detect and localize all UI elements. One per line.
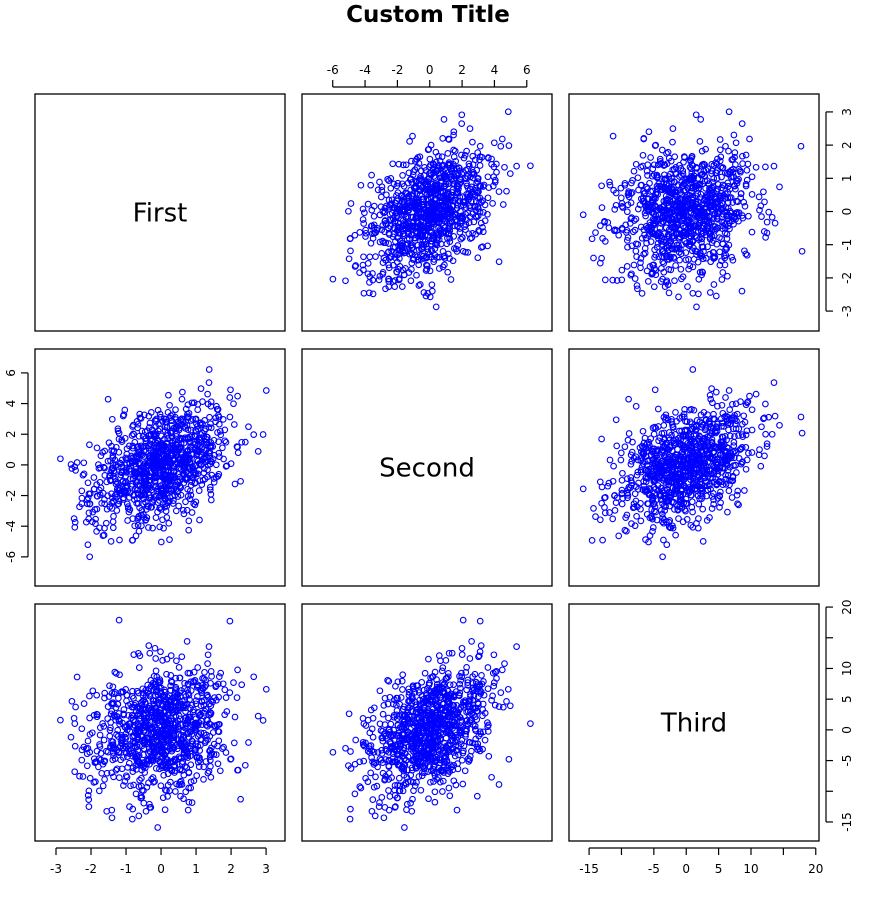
panel-second-vs-second: Second bbox=[301, 348, 553, 587]
panel-border bbox=[568, 93, 820, 332]
top-axis-second: -6 -4 -2 0 2 4 6 bbox=[327, 63, 531, 88]
panel-first-vs-third bbox=[568, 93, 820, 332]
scatter-points bbox=[579, 366, 806, 561]
panel-third-vs-first bbox=[34, 603, 286, 842]
panel-border bbox=[34, 348, 286, 587]
panel-border bbox=[301, 603, 553, 842]
variable-label-second: Second bbox=[379, 454, 475, 484]
panel-first-vs-first: First bbox=[34, 93, 286, 332]
panel-border bbox=[34, 93, 286, 332]
scatter-points bbox=[57, 616, 270, 831]
panel-border bbox=[34, 603, 286, 842]
bottom-axis-first: -3 -2 -1 0 1 2 3 bbox=[50, 847, 270, 876]
variable-label-third: Third bbox=[660, 709, 727, 739]
bottom-axis-third: -15 -5 0 5 10 20 bbox=[579, 847, 823, 876]
chart-title: Custom Title bbox=[346, 2, 510, 28]
panel-first-vs-second bbox=[301, 93, 553, 332]
panel-second-vs-first bbox=[34, 348, 286, 587]
panel-border bbox=[301, 93, 553, 332]
scatter-points bbox=[329, 108, 534, 311]
scatter-points bbox=[329, 616, 534, 831]
panel-third-vs-second bbox=[301, 603, 553, 842]
scatter-points bbox=[579, 108, 806, 311]
panel-third-vs-third: Third bbox=[568, 603, 820, 842]
panel-border bbox=[301, 348, 553, 587]
panel-border bbox=[568, 603, 820, 842]
panel-second-vs-third bbox=[568, 348, 820, 587]
panel-border bbox=[568, 348, 820, 587]
scatter-points bbox=[57, 366, 270, 561]
variable-label-first: First bbox=[133, 199, 188, 229]
